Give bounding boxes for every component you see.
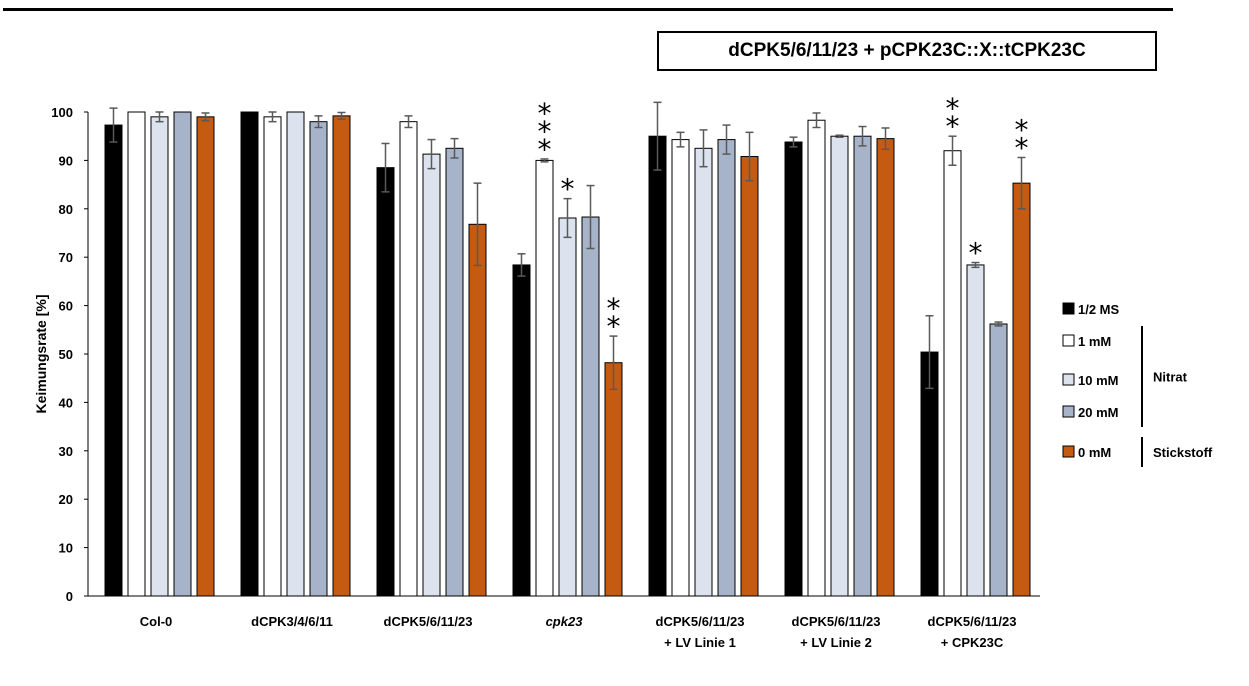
bar (127, 111, 146, 597)
bar (422, 153, 441, 597)
significance-stars: * (969, 237, 983, 270)
category-label: dCPK5/6/11/23 (792, 614, 881, 629)
category-label: + LV Linie 2 (800, 635, 872, 650)
legend-group-label: Stickstoff (1153, 445, 1213, 460)
legend-swatch (1062, 405, 1075, 418)
y-axis-label: Keimungsrate [%] (33, 294, 49, 413)
legend: 1/2 MS 1 mM 10 mM 20 mM 0 mM Nitrat Stickstoff (1062, 302, 1213, 467)
chart-title: dCPK5/6/11/23 + pCPK23C::X::tCPK23C (657, 31, 1157, 71)
legend-swatch (1062, 445, 1075, 458)
bar (740, 156, 759, 597)
bar (830, 135, 849, 597)
bar (648, 135, 667, 597)
category-labels: Col-0 dCPK3/4/6/11 dCPK5/6/11/23 cpk23 dCPK5… (140, 614, 1017, 650)
significance-stars: * * (1015, 113, 1029, 164)
bar (286, 111, 305, 597)
bar (535, 159, 554, 597)
bar (399, 121, 418, 597)
legend-label: 10 mM (1078, 373, 1118, 388)
significance-stars: * (561, 173, 575, 206)
bar (807, 119, 826, 597)
category-label: dCPK5/6/11/23 (928, 614, 1017, 629)
bar (989, 323, 1008, 597)
bar (943, 150, 962, 597)
y-tick-label: 80 (59, 202, 73, 217)
legend-swatch (1062, 373, 1075, 386)
significance-markers: * * *** ** *** * (538, 92, 1029, 343)
bar (558, 217, 577, 597)
bar (376, 167, 395, 597)
legend-label: 1/2 MS (1078, 302, 1120, 317)
bar (196, 116, 215, 597)
bar (671, 139, 690, 597)
y-tick-labels: 0 10 20 30 40 50 60 70 80 90 100 (51, 105, 88, 604)
bar (694, 147, 713, 597)
y-tick-label: 100 (51, 105, 73, 120)
y-tick-label: 0 (66, 589, 73, 604)
bar (445, 147, 464, 597)
legend-label: 1 mM (1078, 334, 1111, 349)
category-label: cpk23 (546, 614, 584, 629)
significance-stars: * * (607, 292, 621, 343)
bar (104, 124, 123, 597)
bar (512, 264, 531, 597)
bar (1012, 182, 1031, 597)
category-label: dCPK5/6/11/23 (384, 614, 473, 629)
legend-swatch (1062, 302, 1075, 315)
legend-swatch (1062, 334, 1075, 347)
legend-label: 0 mM (1078, 445, 1111, 460)
bar (468, 223, 487, 597)
top-rule (3, 8, 1173, 11)
y-tick-label: 70 (59, 250, 73, 265)
significance-stars: * * (946, 92, 960, 143)
category-label: dCPK5/6/11/23 (656, 614, 745, 629)
y-tick-label: 10 (59, 541, 73, 556)
bar (240, 111, 259, 597)
bar (150, 116, 169, 597)
bar (717, 139, 736, 597)
bar (853, 135, 872, 597)
bar (173, 111, 192, 597)
bar (604, 362, 623, 597)
category-label: + CPK23C (941, 635, 1004, 650)
category-label: Col-0 (140, 614, 173, 629)
y-tick-label: 90 (59, 153, 73, 168)
y-tick-label: 50 (59, 347, 73, 362)
bar (784, 141, 803, 597)
y-tick-label: 30 (59, 444, 73, 459)
error-bars (109, 101, 1026, 391)
significance-stars: * * * (538, 97, 552, 166)
bar (332, 115, 351, 597)
bar (876, 138, 895, 597)
bar (263, 116, 282, 597)
y-tick-label: 20 (59, 492, 73, 507)
y-tick-label: 60 (59, 299, 73, 314)
bar (309, 121, 328, 597)
bars (104, 111, 1031, 597)
legend-label: 20 mM (1078, 405, 1118, 420)
bar (966, 264, 985, 597)
bar (581, 216, 600, 597)
category-label: + LV Linie 1 (664, 635, 736, 650)
y-tick-label: 40 (59, 395, 73, 410)
category-label: dCPK3/4/6/11 (251, 614, 333, 629)
legend-group-label: Nitrat (1153, 370, 1188, 385)
